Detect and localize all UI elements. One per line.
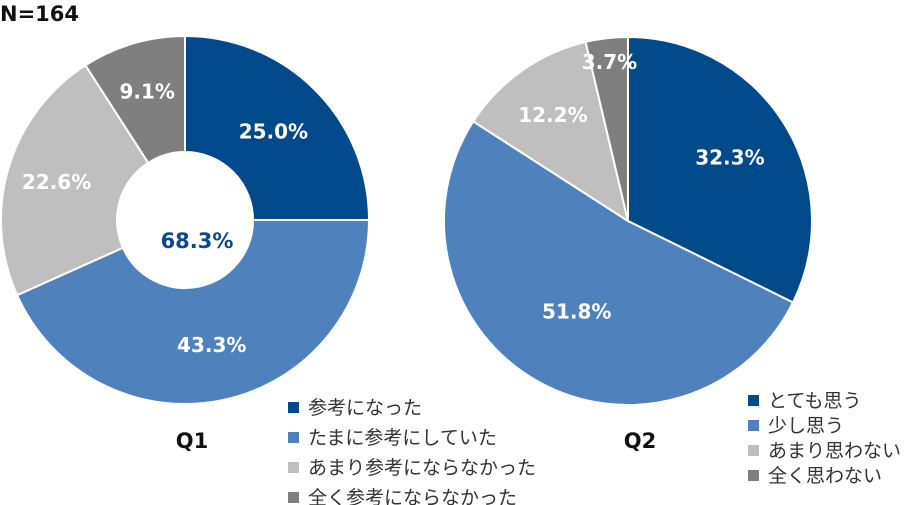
q1-slice-label-1: 25.0% bbox=[239, 120, 308, 144]
q1-center-value: 68.3% bbox=[161, 229, 234, 253]
q2-slice-label-4: 3.7% bbox=[582, 50, 637, 74]
q1-slice-4 bbox=[84, 34, 186, 165]
q2-pie-chart: 32.3% 51.8% 12.2% 3.7% Q2 bbox=[443, 35, 813, 453]
q2-legend-swatch-4 bbox=[748, 470, 759, 481]
q1-slice-labels: 25.0% 43.3% 22.6% 9.1% bbox=[22, 79, 308, 357]
q1-slice-1 bbox=[184, 34, 371, 221]
q2-slices bbox=[443, 35, 813, 406]
q2-slice-label-1: 32.3% bbox=[695, 146, 764, 170]
q1-slice-2 bbox=[15, 219, 371, 405]
q2-slice-labels: 32.3% 51.8% 12.2% 3.7% bbox=[518, 50, 764, 323]
q1-legend-label-1: 参考になった bbox=[308, 397, 422, 419]
q2-slice-label-3: 12.2% bbox=[518, 103, 587, 127]
q1-legend-label-2: たまに参考にしていた bbox=[308, 427, 497, 449]
q1-legend-swatch-3 bbox=[288, 462, 299, 473]
q1-donut-chart: 25.0% 43.3% 22.6% 9.1% 68.3% Q1 bbox=[0, 34, 371, 453]
q1-legend-swatch-2 bbox=[288, 432, 299, 443]
q1-slice-label-4: 9.1% bbox=[119, 79, 174, 103]
q2-legend-swatch-2 bbox=[748, 420, 759, 431]
q1-legend-label-3: あまり参考にならなかった bbox=[308, 457, 536, 479]
q1-title: Q1 bbox=[176, 429, 208, 453]
q1-slice-3 bbox=[0, 63, 150, 297]
q2-legend-label-3: あまり思わない bbox=[768, 440, 901, 462]
q2-slice-3 bbox=[471, 40, 630, 224]
q1-legend-label-4: 全く参考にならなかった bbox=[308, 487, 517, 505]
q2-legend-label-2: 少し思う bbox=[768, 415, 844, 437]
q1-slice-label-3: 22.6% bbox=[22, 170, 91, 194]
q1-legend-swatch-1 bbox=[288, 402, 299, 413]
q2-legend-swatch-1 bbox=[748, 395, 759, 406]
q2-legend-label-1: とても思う bbox=[768, 390, 861, 412]
q1-slice-label-2: 43.3% bbox=[177, 333, 246, 357]
q2-legend-swatch-3 bbox=[748, 445, 759, 456]
q2-legend-label-4: 全く思わない bbox=[768, 465, 882, 487]
q2-title: Q2 bbox=[624, 429, 656, 453]
sample-size-label: N=164 bbox=[0, 2, 79, 26]
q2-slice-4 bbox=[584, 35, 629, 222]
q1-legend-swatch-4 bbox=[288, 492, 299, 503]
q2-slice-1 bbox=[627, 35, 813, 304]
q2-slice-2 bbox=[443, 120, 795, 406]
q2-slice-label-2: 51.8% bbox=[542, 299, 611, 323]
q1-slices bbox=[0, 34, 371, 405]
